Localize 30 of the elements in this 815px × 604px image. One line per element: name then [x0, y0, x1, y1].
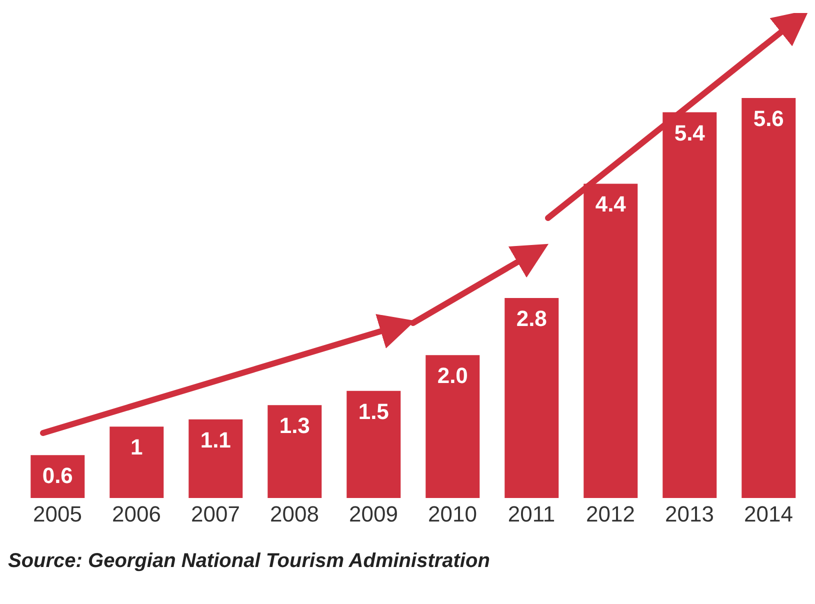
x-tick-label: 2007	[191, 502, 240, 527]
x-tick-label: 2008	[270, 502, 319, 527]
x-tick-label: 2006	[112, 502, 161, 527]
bar	[30, 455, 85, 498]
x-tick-label: 2014	[744, 502, 793, 527]
data-label: 1	[130, 434, 143, 460]
data-label: 1.1	[200, 427, 231, 452]
data-label: 4.4	[595, 192, 627, 217]
x-tick-label: 2009	[349, 502, 398, 527]
bar	[662, 112, 717, 498]
data-label: 5.4	[674, 120, 706, 146]
data-label: 0.6	[42, 463, 73, 488]
bar	[188, 419, 243, 498]
bar	[268, 405, 322, 498]
data-label: 2.8	[516, 306, 547, 331]
source-note: Source: Georgian National Tourism Administration	[8, 550, 490, 573]
data-label: 5.6	[753, 106, 784, 131]
x-tick-label: 2005	[33, 502, 82, 527]
data-label: 1.3	[279, 413, 310, 438]
bar	[346, 390, 401, 498]
x-tick-label: 2010	[428, 502, 477, 527]
x-tick-label: 2011	[508, 502, 556, 527]
bar	[426, 355, 480, 498]
x-tick-label: 2012	[586, 502, 635, 527]
x-tick-label: 2013	[665, 502, 714, 527]
bar	[742, 98, 796, 498]
bar	[110, 426, 164, 498]
bar	[584, 184, 638, 498]
data-label: 2.0	[437, 363, 468, 388]
data-label: 1.5	[358, 398, 389, 424]
